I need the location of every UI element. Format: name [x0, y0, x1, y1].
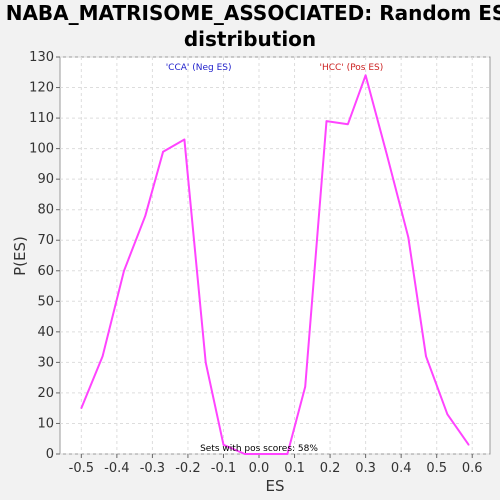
- data-point: [144, 215, 147, 217]
- data-point: [265, 453, 267, 455]
- y-axis-label: P(ES): [11, 236, 29, 276]
- data-point: [347, 123, 349, 125]
- data-point: [162, 150, 164, 153]
- data-point: [386, 153, 388, 156]
- data-point: [407, 236, 410, 238]
- data-point: [467, 444, 470, 446]
- x-tick-label: -0.5: [69, 461, 94, 476]
- data-point: [286, 453, 289, 455]
- annotation-label: 'CCA' (Neg ES): [166, 63, 232, 73]
- data-point: [425, 355, 427, 358]
- footnote: Sets with pos scores: 58%: [200, 444, 318, 454]
- x-tick-label: 0.4: [391, 461, 412, 476]
- data-point: [304, 386, 307, 388]
- series-layer: [80, 74, 470, 455]
- y-tick-label: 20: [37, 386, 54, 401]
- y-tick-label: 120: [29, 81, 54, 96]
- y-tick-label: 100: [29, 142, 54, 157]
- y-tick-label: 90: [37, 172, 54, 187]
- data-point: [123, 269, 125, 272]
- x-tick-label: 0.3: [355, 461, 376, 476]
- series-line: [80, 74, 470, 455]
- data-point: [222, 444, 225, 446]
- chart-title-line-1: NABA_MATRISOME_ASSOCIATED: Random ES: [6, 1, 500, 25]
- y-tick-label: 40: [37, 325, 54, 340]
- chart-title-line-2: distribution: [184, 27, 316, 51]
- y-tick-label: 10: [37, 416, 54, 431]
- y-tick-label: 130: [29, 50, 54, 65]
- x-tick-label: -0.2: [175, 461, 200, 476]
- y-tick-label: 110: [29, 111, 54, 126]
- data-point: [243, 453, 246, 455]
- data-point: [325, 120, 328, 122]
- x-tick-label: 0.0: [249, 461, 270, 476]
- x-tick-label: 0.2: [320, 461, 341, 476]
- y-tick-label: 80: [37, 203, 54, 218]
- x-axis-label: ES: [266, 477, 285, 495]
- data-point: [364, 74, 367, 77]
- data-point: [204, 361, 207, 364]
- annotation-label: 'HCC' (Pos ES): [320, 63, 384, 73]
- annotations: 'CCA' (Neg ES) 'HCC' (Pos ES) Sets with po…: [166, 63, 384, 454]
- x-tick-label: -0.4: [104, 461, 129, 476]
- x-tick-label: 0.6: [462, 461, 483, 476]
- y-tick-label: 70: [37, 233, 54, 248]
- y-tick-label: 30: [37, 355, 54, 370]
- y-tick-label: 0: [46, 447, 54, 462]
- y-tick-label: 50: [37, 294, 54, 309]
- x-tick-label: 0.1: [284, 461, 305, 476]
- data-point: [80, 407, 83, 409]
- data-point: [183, 138, 186, 141]
- x-tick-label: 0.5: [426, 461, 447, 476]
- x-tick-label: -0.3: [140, 461, 165, 476]
- x-tick-label: -0.1: [211, 461, 236, 476]
- y-tick-label: 60: [37, 264, 54, 279]
- data-point: [446, 413, 449, 416]
- data-point: [101, 355, 104, 358]
- plot-area: [59, 56, 491, 455]
- grid: [60, 56, 490, 455]
